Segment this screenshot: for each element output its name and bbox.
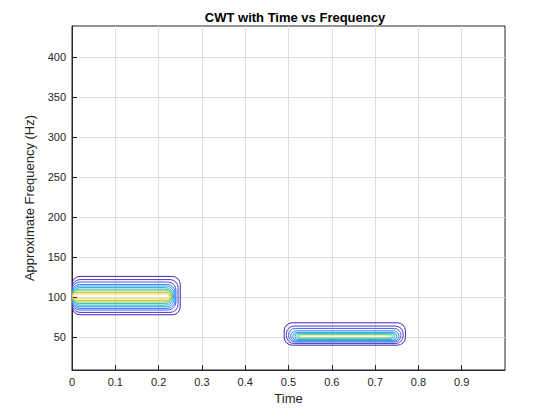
svg-text:400: 400 [48,51,66,63]
svg-text:Time: Time [274,391,302,406]
svg-text:0.1: 0.1 [108,376,123,388]
svg-text:0.3: 0.3 [194,376,209,388]
svg-text:Approximate Frequency (Hz): Approximate Frequency (Hz) [22,115,37,281]
svg-text:150: 150 [48,251,66,263]
svg-text:300: 300 [48,131,66,143]
svg-text:0.9: 0.9 [454,376,469,388]
svg-text:CWT with Time vs Frequency: CWT with Time vs Frequency [205,10,386,25]
svg-text:0.6: 0.6 [324,376,339,388]
svg-text:0.7: 0.7 [367,376,382,388]
svg-text:0: 0 [69,376,75,388]
svg-text:200: 200 [48,211,66,223]
svg-text:100: 100 [48,291,66,303]
svg-text:350: 350 [48,91,66,103]
svg-text:0.5: 0.5 [281,376,296,388]
svg-text:250: 250 [48,171,66,183]
svg-text:0.8: 0.8 [411,376,426,388]
svg-text:0.4: 0.4 [238,376,253,388]
svg-text:50: 50 [54,331,66,343]
svg-text:0.2: 0.2 [151,376,166,388]
